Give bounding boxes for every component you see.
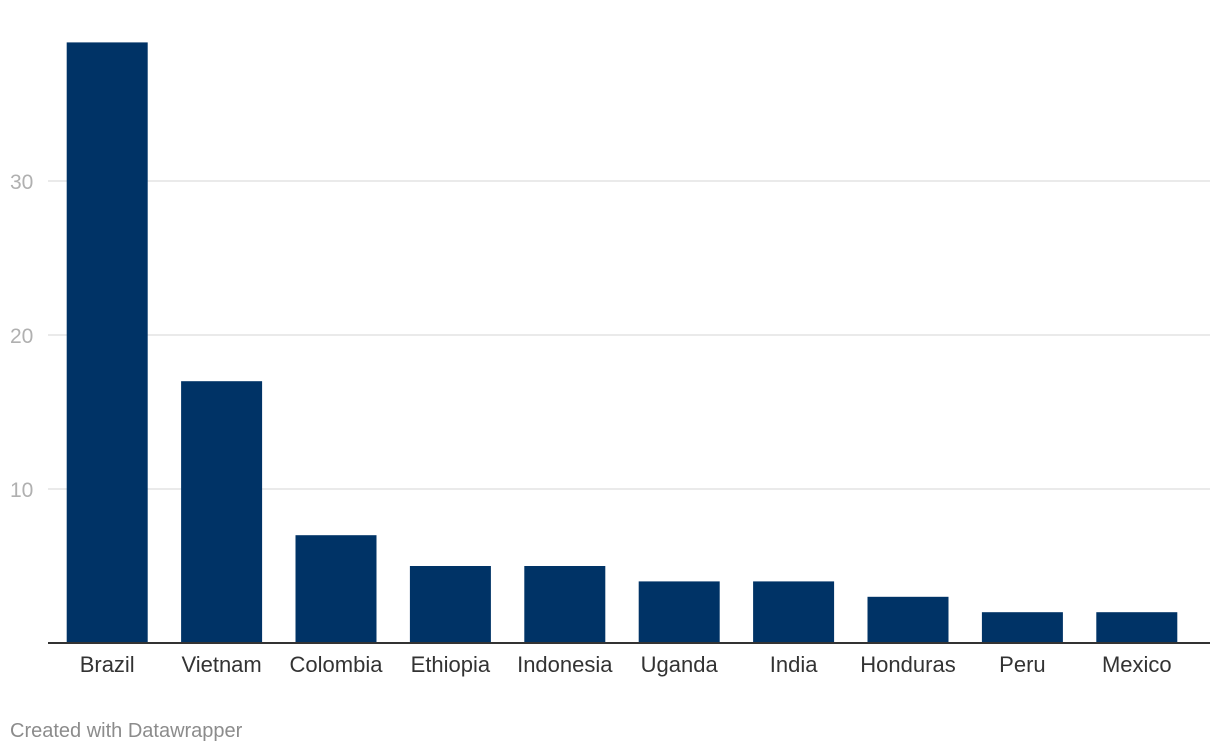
bar-mexico <box>1096 612 1178 643</box>
x-tick-label: Peru <box>999 652 1045 677</box>
labels: 10 20 30 Brazil Vietnam Colombia Ethiopia Indon… <box>10 171 1172 677</box>
bar-colombia <box>295 535 377 643</box>
bars <box>66 42 1178 643</box>
bar-honduras <box>867 596 949 643</box>
bar-ethiopia <box>409 566 491 643</box>
y-tick-label: 20 <box>10 325 33 348</box>
x-tick-label: Colombia <box>290 652 384 677</box>
bar-indonesia <box>524 566 606 643</box>
y-tick-label: 30 <box>10 171 33 194</box>
bar-peru <box>981 612 1063 643</box>
x-tick-label: India <box>770 652 818 677</box>
bar-vietnam <box>181 381 263 643</box>
x-tick-label: Indonesia <box>517 652 613 677</box>
x-tick-label: Uganda <box>641 652 719 677</box>
x-tick-label: Brazil <box>80 652 135 677</box>
x-tick-label: Honduras <box>860 652 955 677</box>
x-tick-label: Mexico <box>1102 652 1172 677</box>
bar-brazil <box>66 42 148 643</box>
bar-india <box>753 581 835 643</box>
credit-text: Created with Datawrapper <box>10 720 243 742</box>
y-tick-label: 10 <box>10 479 33 502</box>
bar-uganda <box>638 581 720 643</box>
x-tick-label: Vietnam <box>181 652 261 677</box>
x-tick-label: Ethiopia <box>411 652 491 677</box>
